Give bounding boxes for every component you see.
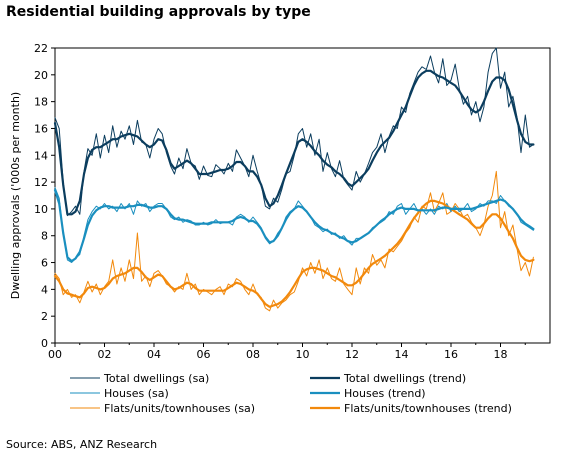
- legend-label: Total dwellings (trend): [343, 372, 466, 385]
- y-tick-label: 22: [34, 42, 48, 55]
- x-tick-label: 02: [98, 348, 112, 361]
- x-tick-label: 06: [197, 348, 211, 361]
- legend-label: Houses (trend): [344, 387, 426, 400]
- y-tick-label: 10: [34, 203, 48, 216]
- legend-label: Houses (sa): [104, 387, 169, 400]
- x-tick-label: 18: [494, 348, 508, 361]
- chart-series: [53, 47, 535, 312]
- series-line: [54, 47, 534, 217]
- y-tick-label: 4: [41, 283, 48, 296]
- y-tick-label: 0: [41, 337, 48, 350]
- y-tick-label: 16: [34, 122, 48, 135]
- source-note: Source: ABS, ANZ Research: [6, 438, 158, 451]
- series-line: [54, 170, 534, 312]
- legend-label: Total dwellings (sa): [103, 372, 209, 385]
- y-tick-label: 14: [34, 149, 48, 162]
- plot-frame: [54, 47, 551, 344]
- x-tick-label: 14: [395, 348, 409, 361]
- x-tick-label: 00: [48, 348, 62, 361]
- y-tick-label: 12: [34, 176, 48, 189]
- legend-label: Flats/units/townhouses (trend): [344, 402, 512, 415]
- series-line: [53, 199, 535, 308]
- x-tick-label: 12: [345, 348, 359, 361]
- chart-legend: Total dwellings (sa) Total dwellings (tre…: [70, 372, 512, 415]
- y-tick-label: 20: [34, 69, 48, 82]
- series-line: [54, 187, 534, 263]
- y-tick-label: 8: [41, 230, 48, 243]
- series-line: [53, 189, 535, 263]
- legend-label: Flats/units/townhouses (sa): [104, 402, 255, 415]
- x-tick-label: 10: [296, 348, 310, 361]
- y-tick-label: 6: [41, 257, 48, 270]
- chart-title: Residential building approvals by type: [6, 4, 311, 20]
- x-tick-label: 04: [147, 348, 161, 361]
- x-tick-label: 08: [246, 348, 260, 361]
- y-tick-label: 18: [34, 96, 48, 109]
- x-tick-label: 16: [444, 348, 458, 361]
- series-line: [53, 69, 535, 216]
- y-tick-label: 2: [41, 310, 48, 323]
- y-axis-label: Dwelling approvals ('000s per month): [9, 92, 22, 299]
